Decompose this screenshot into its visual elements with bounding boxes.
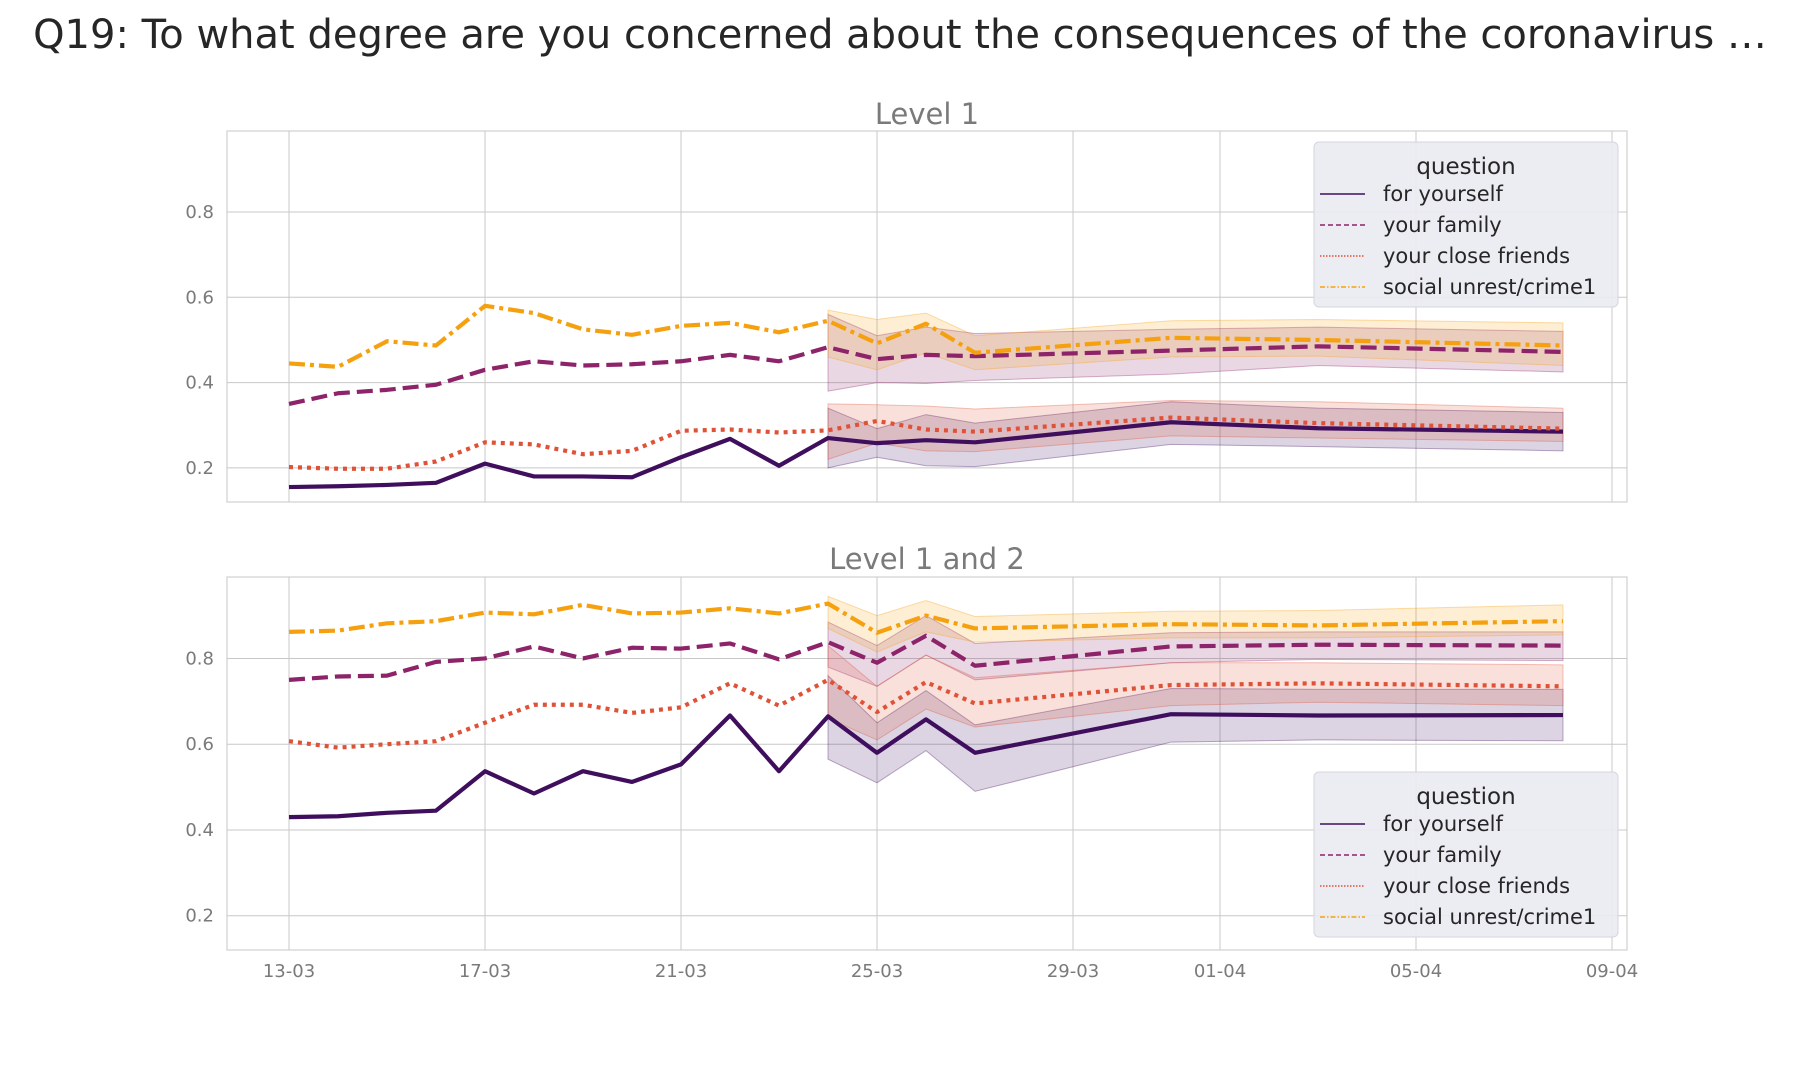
legend-label: your family (1383, 843, 1502, 867)
y-tick-label: 0.2 (185, 458, 214, 479)
series-line (288, 677, 1564, 750)
x-tick-label: 05-04 (1390, 961, 1442, 982)
legend-label: for yourself (1383, 812, 1503, 836)
series-line (288, 344, 1564, 406)
legend-title: question (1416, 154, 1515, 180)
series-line (288, 303, 1564, 369)
confidence-band (827, 674, 1564, 792)
x-tick-label: 29-03 (1047, 961, 1099, 982)
chart-panel-2: 0.2 0.4 0.6 0.8 13-03 17-03 21-03 25-03 29-03 01-… (185, 542, 1638, 982)
series-line (288, 415, 1564, 471)
y-tick-label: 0.6 (185, 734, 214, 755)
y-tick-label: 0.4 (185, 820, 214, 841)
x-tick-label: 21-03 (655, 961, 707, 982)
legend-label: for yourself (1383, 182, 1503, 206)
y-tick-label: 0.4 (185, 373, 214, 394)
confidence-band (827, 309, 1564, 371)
confidence-band (827, 313, 1564, 392)
legend-box (1313, 771, 1619, 938)
series-line (288, 601, 1564, 635)
x-tick-label: 01-04 (1194, 961, 1246, 982)
y-tick-label: 0.8 (185, 202, 214, 223)
confidence-band (827, 401, 1564, 469)
figure-title: Q19: To what degree are you concerned ab… (33, 12, 1767, 58)
series-line (288, 420, 1564, 490)
legend-title: question (1416, 784, 1515, 810)
legend-label: social unrest/crime1 (1383, 275, 1596, 299)
confidence-band (827, 615, 1564, 687)
panel-title: Level 1 and 2 (829, 542, 1025, 576)
panel-title: Level 1 (875, 97, 979, 131)
legend-label: social unrest/crime1 (1383, 905, 1596, 929)
legend-label: your close friends (1383, 244, 1570, 268)
legend-box (1313, 141, 1619, 308)
x-tick-label: 25-03 (851, 961, 903, 982)
y-tick-label: 0.6 (185, 287, 214, 308)
y-tick-label: 0.2 (185, 906, 214, 927)
y-tick-label: 0.8 (185, 648, 214, 669)
confidence-band (827, 400, 1564, 461)
series-line (288, 633, 1564, 682)
series-line (288, 712, 1564, 820)
legend-label: your family (1383, 213, 1502, 237)
x-tick-label: 09-04 (1586, 961, 1638, 982)
legend-label: your close friends (1383, 874, 1570, 898)
x-tick-label: 13-03 (263, 961, 315, 982)
confidence-band (827, 644, 1564, 741)
x-tick-label: 17-03 (459, 961, 511, 982)
